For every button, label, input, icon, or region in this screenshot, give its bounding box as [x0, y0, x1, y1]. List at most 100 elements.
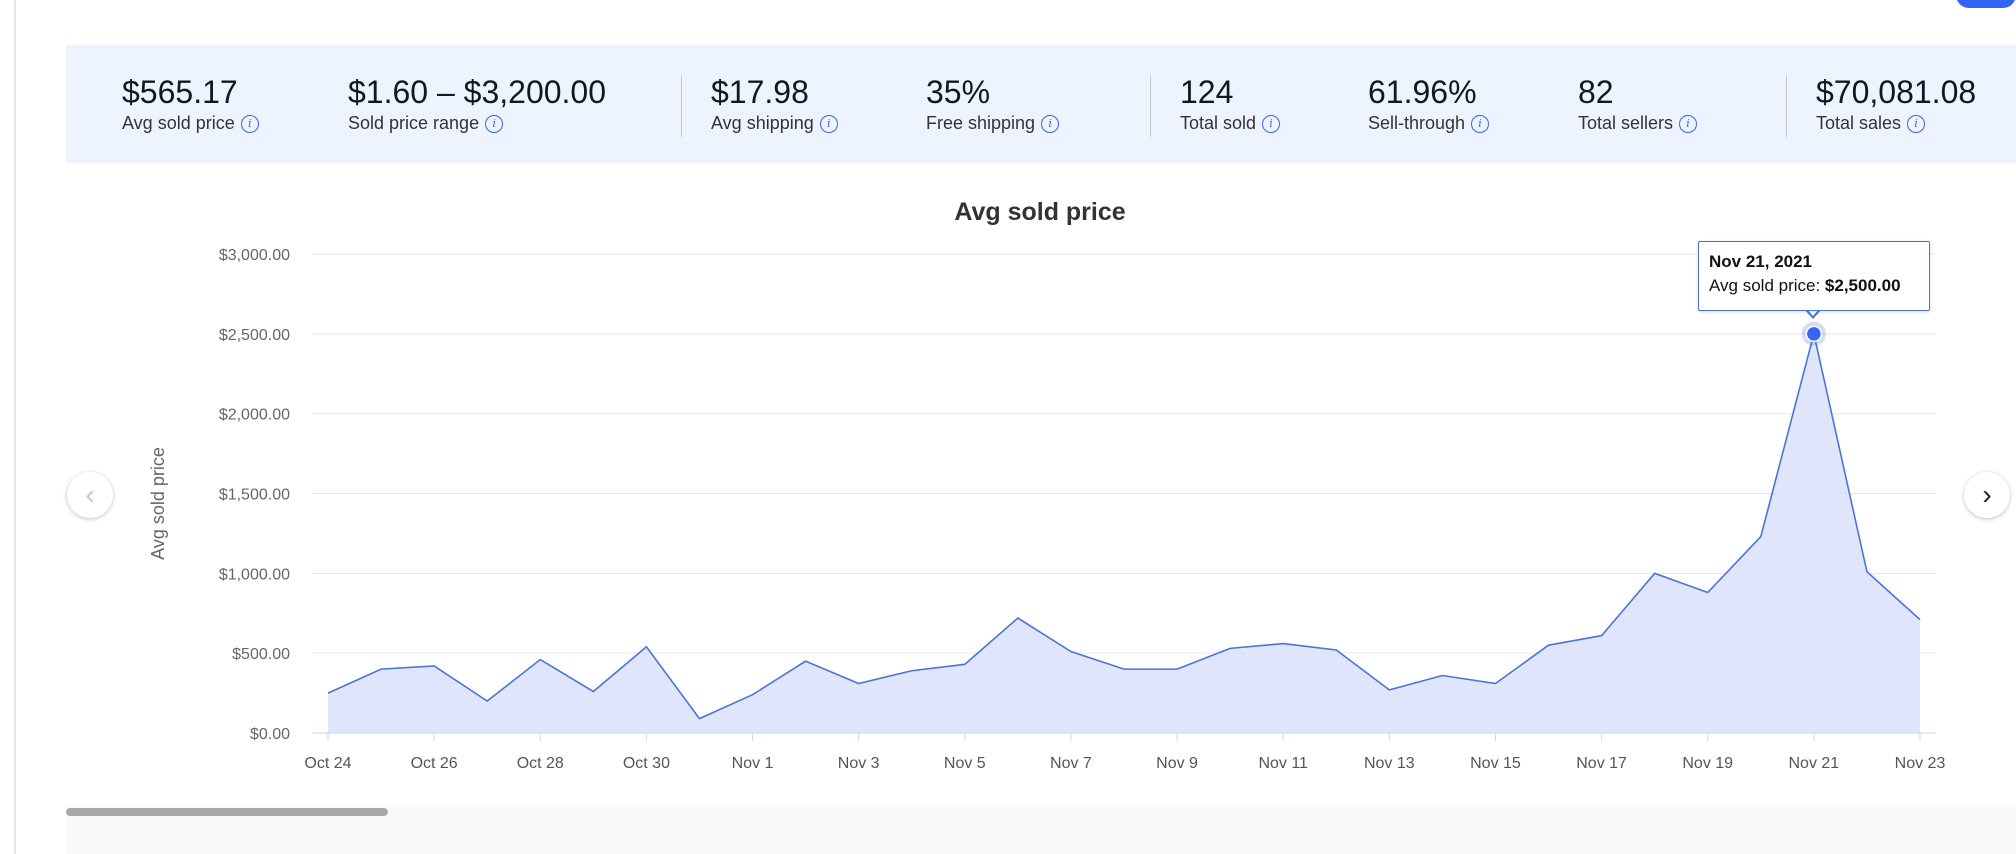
y-tick-label: $0.00 [250, 726, 290, 743]
data-point [1121, 666, 1127, 672]
info-icon[interactable]: i [1907, 114, 1926, 133]
data-point [590, 688, 596, 694]
data-point [1386, 687, 1392, 693]
tooltip-pointer-inner [1806, 308, 1820, 316]
y-tick-label: $1,500.00 [219, 487, 290, 504]
y-tick-label: $2,500.00 [219, 327, 290, 344]
info-icon[interactable]: i [1262, 114, 1281, 133]
info-icon[interactable]: i [485, 114, 504, 133]
data-point [962, 661, 968, 667]
stat-avg-sold-price: $565.17 Avg sold price i [122, 73, 259, 134]
data-point [1174, 666, 1180, 672]
info-icon[interactable]: i [1041, 114, 1060, 133]
horizontal-scrollbar-thumb[interactable] [66, 808, 388, 816]
data-point [537, 657, 543, 663]
data-point [803, 658, 809, 664]
x-tick-label: Nov 19 [1682, 755, 1733, 772]
x-tick-label: Nov 11 [1258, 755, 1308, 772]
stat-label: Avg shipping [711, 113, 814, 133]
data-point [856, 681, 862, 687]
stat-total-sold: 124 Total sold i [1180, 73, 1281, 134]
chart-tooltip: Nov 21, 2021 Avg sold price: $2,500.00 [1698, 241, 1930, 311]
toggle-switch[interactable] [1956, 0, 2016, 8]
stat-sell-through: 61.96% Sell-through i [1368, 73, 1490, 134]
y-tick-label: $2,000.00 [219, 407, 290, 424]
chart-title: Avg sold price [954, 198, 1126, 226]
stat-value: 61.96% [1368, 74, 1477, 110]
stat-label: Total sellers [1578, 113, 1674, 133]
x-tick-label: Nov 21 [1789, 755, 1840, 772]
stats-divider [1786, 75, 1787, 137]
data-point [1439, 673, 1445, 679]
data-point [750, 692, 756, 698]
data-point [1280, 641, 1286, 647]
x-tick-label: Nov 5 [944, 755, 986, 772]
data-point [696, 716, 702, 722]
data-point [1599, 633, 1605, 639]
chevron-right-icon[interactable]: › [1964, 472, 2010, 518]
x-tick-label: Nov 1 [732, 755, 774, 772]
tooltip-date: Nov 21, 2021 [1709, 252, 1813, 271]
series-area [328, 333, 1920, 733]
data-point [431, 663, 437, 669]
data-point [325, 690, 331, 696]
data-point [1015, 615, 1021, 621]
x-tick-label: Oct 24 [304, 755, 351, 772]
stat-value: $17.98 [711, 74, 809, 110]
data-point [1546, 642, 1552, 648]
info-icon[interactable]: i [1679, 114, 1698, 133]
highlighted-data-point [1805, 325, 1823, 343]
stat-value: 82 [1578, 74, 1614, 110]
x-tick-label: Nov 13 [1364, 755, 1415, 772]
y-axis-title: Avg sold price [148, 447, 168, 560]
stat-value: $565.17 [122, 74, 238, 110]
data-point [484, 698, 490, 704]
stat-total-sales: $70,081.08 Total sales i [1816, 73, 1976, 134]
x-tick-label: Nov 3 [838, 755, 880, 772]
tooltip-value: $2,500.00 [1824, 276, 1901, 295]
data-point [1758, 534, 1764, 540]
x-tick-label: Nov 23 [1895, 755, 1946, 772]
info-icon[interactable]: i [1471, 114, 1490, 133]
data-point [643, 644, 649, 650]
stat-value: $1.60 – $3,200.00 [348, 74, 607, 110]
data-point [1917, 617, 1923, 623]
data-point [1333, 647, 1339, 653]
data-point [909, 668, 915, 674]
y-tick-label: $3,000.00 [219, 247, 290, 264]
stat-free-shipping: 35% Free shipping i [926, 73, 1060, 134]
stat-value: 124 [1180, 74, 1234, 110]
tooltip-label: Avg sold price: [1709, 276, 1825, 295]
stat-value: 35% [926, 74, 991, 110]
data-point [1227, 645, 1233, 651]
x-tick-label: Oct 30 [623, 755, 670, 772]
y-tick-label: $1,000.00 [219, 566, 290, 583]
stat-label: Free shipping [926, 113, 1036, 133]
x-tick-label: Nov 7 [1050, 755, 1092, 772]
stat-label: Total sales [1816, 113, 1902, 133]
data-point [378, 666, 384, 672]
stat-total-sellers: 82 Total sellers i [1578, 73, 1698, 134]
x-tick-label: Nov 9 [1156, 755, 1198, 772]
stats-divider [681, 75, 682, 137]
stat-avg-shipping: $17.98 Avg shipping i [711, 73, 838, 134]
x-tick-label: Nov 15 [1470, 755, 1521, 772]
data-point [1705, 589, 1711, 595]
info-icon[interactable]: i [819, 114, 838, 133]
x-tick-label: Oct 26 [411, 755, 458, 772]
y-tick-label: $500.00 [232, 646, 290, 663]
data-point [1652, 570, 1658, 576]
stat-value: $70,081.08 [1816, 74, 1977, 110]
info-icon[interactable]: i [240, 114, 259, 133]
data-point [1492, 681, 1498, 687]
tooltip-row: Avg sold price: $2,500.00 [1709, 276, 1919, 296]
x-tick-label: Nov 17 [1576, 755, 1627, 772]
data-point [1068, 649, 1074, 655]
stat-label: Sell-through [1368, 113, 1466, 133]
stat-label: Avg sold price [122, 113, 235, 133]
chevron-left-icon[interactable]: ‹ [67, 472, 113, 518]
stats-summary-bar: $565.17 Avg sold price i $1.60 – $3,200.0… [66, 45, 2016, 163]
series-line [327, 333, 1921, 720]
stat-sold-price-range: $1.60 – $3,200.00 Sold price range i [348, 73, 606, 134]
